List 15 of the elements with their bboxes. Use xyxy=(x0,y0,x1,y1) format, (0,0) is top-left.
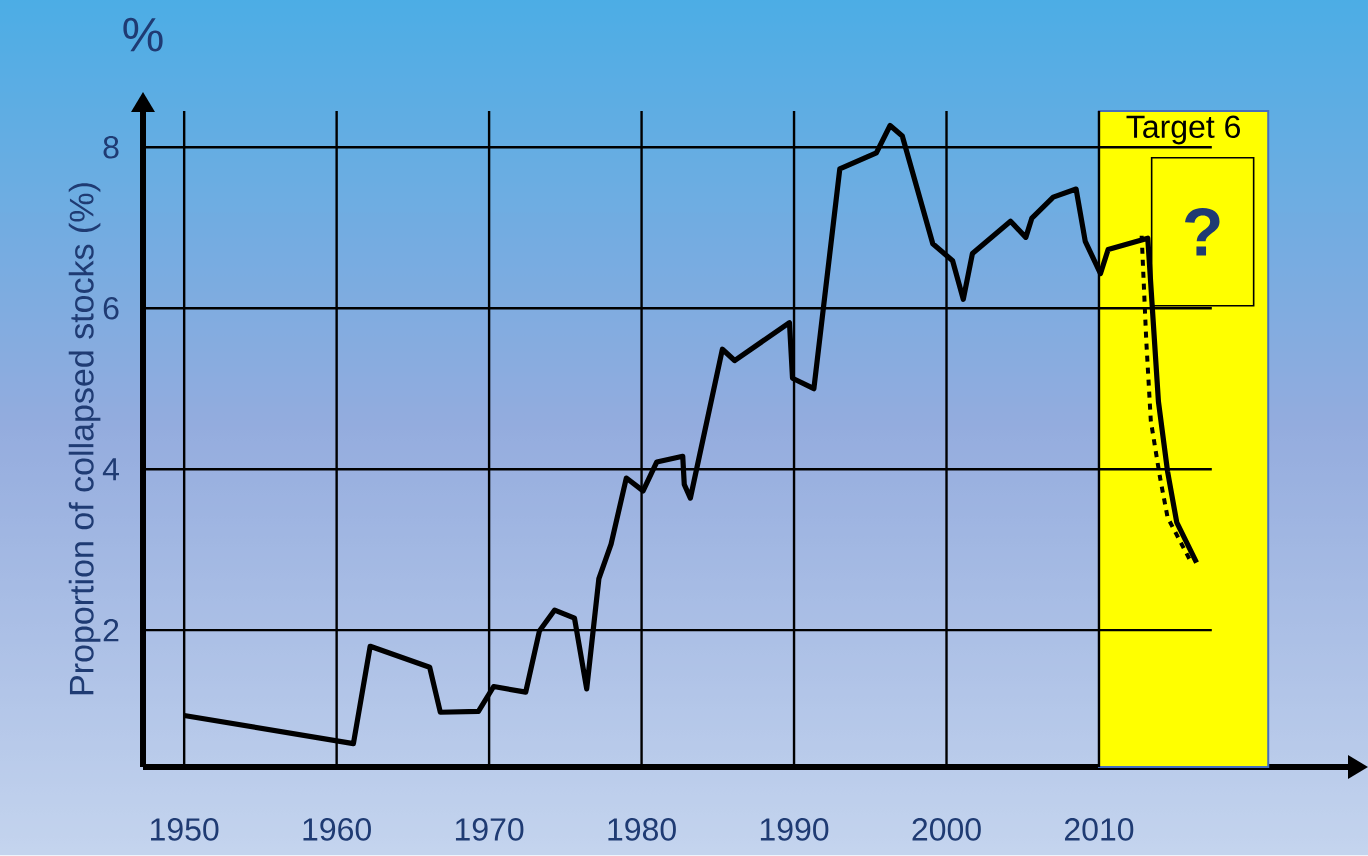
x-tick-label: 2010 xyxy=(1064,818,1134,841)
x-tick-label: 1980 xyxy=(608,818,676,841)
y-tick-label: 2 xyxy=(103,619,119,642)
x-tick-label: 1960 xyxy=(303,818,371,841)
y-tick-label: 6 xyxy=(103,296,119,320)
annotation: ? xyxy=(1185,207,1220,256)
x-tick-label: 1970 xyxy=(455,818,524,841)
text: % xyxy=(123,17,163,52)
x-tick-label: 2000 xyxy=(912,818,981,841)
y-axis-title: Proportion of collapsed stocks (%) xyxy=(68,183,101,695)
x-tick-label: 1990 xyxy=(760,818,829,841)
band-label: Target 6 xyxy=(1126,115,1240,145)
y-tick-label: 8 xyxy=(103,135,119,159)
x-tick-label: 1950 xyxy=(151,818,219,841)
y-tick-label: 4 xyxy=(102,458,119,481)
